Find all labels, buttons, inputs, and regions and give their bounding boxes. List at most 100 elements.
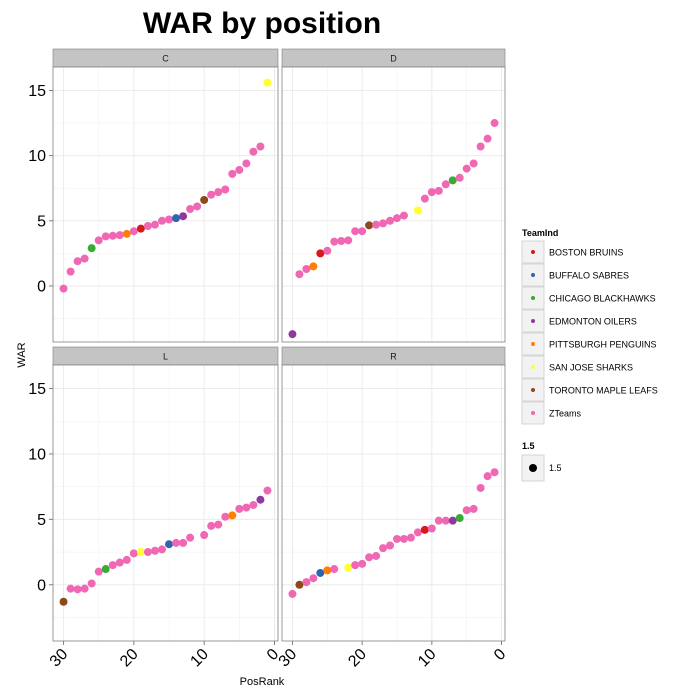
data-point	[157, 216, 166, 225]
data-point	[330, 565, 339, 574]
data-point	[323, 246, 332, 255]
data-point	[337, 236, 346, 245]
data-point	[490, 468, 499, 477]
data-point	[242, 159, 251, 168]
data-point	[441, 180, 450, 189]
data-point	[80, 584, 89, 593]
data-point	[94, 567, 103, 576]
data-points	[288, 119, 499, 339]
data-point	[235, 165, 244, 174]
data-point	[94, 236, 103, 245]
x-tick-label: 30	[47, 646, 72, 671]
data-point	[406, 533, 415, 542]
data-point	[66, 584, 75, 593]
legend-swatch	[531, 411, 535, 415]
data-point	[399, 534, 408, 543]
data-point	[59, 284, 68, 293]
data-point	[221, 185, 230, 194]
data-point	[172, 538, 181, 547]
data-point	[469, 159, 478, 168]
data-point	[365, 221, 374, 230]
legend-label: BUFFALO SABRES	[549, 271, 629, 281]
data-point	[263, 486, 272, 495]
data-point	[476, 142, 485, 151]
data-point	[309, 262, 318, 271]
y-tick-label: 10	[28, 446, 46, 463]
data-point	[87, 244, 96, 253]
facet-panel-l: L	[52, 346, 279, 642]
data-point	[101, 232, 110, 241]
data-point	[434, 516, 443, 525]
legend-swatch	[531, 365, 535, 369]
legend-swatch	[531, 273, 535, 277]
data-point	[358, 227, 367, 236]
data-point	[288, 330, 297, 339]
data-point	[235, 504, 244, 513]
legend-label: PITTSBURGH PENGUINS	[549, 340, 657, 350]
panel-border	[281, 66, 506, 343]
data-point	[483, 134, 492, 143]
x-tick-label: 30	[276, 646, 301, 671]
data-point	[413, 528, 422, 537]
legend-label: TORONTO MAPLE LEAFS	[549, 386, 658, 396]
data-point	[392, 534, 401, 543]
data-point	[476, 483, 485, 492]
data-point	[434, 186, 443, 195]
data-point	[462, 506, 471, 515]
legend-label: ZTeams	[549, 409, 582, 419]
legend-swatch	[531, 342, 535, 346]
data-point	[108, 231, 117, 240]
data-point	[441, 516, 450, 525]
panel-background	[282, 67, 505, 342]
data-point	[207, 190, 216, 199]
chart-title: WAR by position	[143, 7, 381, 40]
data-points	[288, 468, 499, 598]
panel-grid	[282, 67, 505, 342]
data-point	[420, 194, 429, 203]
data-point	[143, 548, 152, 557]
data-point	[483, 472, 492, 481]
data-point	[193, 202, 202, 211]
legend-swatch	[531, 250, 535, 254]
data-points	[59, 486, 272, 606]
data-point	[379, 544, 388, 553]
data-point	[309, 574, 318, 583]
data-point	[200, 531, 209, 540]
data-point	[214, 520, 223, 529]
data-point	[122, 229, 131, 238]
data-point	[399, 211, 408, 220]
data-point	[386, 541, 395, 550]
y-tick-label: 10	[28, 148, 46, 165]
data-point	[136, 224, 145, 233]
data-point	[427, 188, 436, 197]
data-point	[136, 548, 145, 557]
data-point	[323, 566, 332, 575]
legend-label: CHICAGO BLACKHAWKS	[549, 294, 656, 304]
x-tick-label: 10	[415, 646, 440, 671]
data-point	[469, 504, 478, 513]
data-point	[150, 220, 159, 229]
size-legend-title: 1.5	[522, 441, 535, 451]
data-point	[448, 176, 457, 185]
data-point	[263, 78, 272, 87]
x-axis-title: PosRank	[240, 676, 285, 688]
legend-label: BOSTON BRUINS	[549, 248, 623, 258]
facet-strip-label: R	[390, 352, 397, 362]
data-point	[256, 142, 265, 151]
data-point	[448, 516, 457, 525]
data-point	[344, 563, 353, 572]
legend-label: SAN JOSE SHARKS	[549, 363, 633, 373]
legend: TeamInd BOSTON BRUINS BUFFALO SABRES CHICAG…	[521, 228, 658, 482]
data-point	[101, 565, 110, 574]
legend-swatch	[531, 388, 535, 392]
data-point	[379, 219, 388, 228]
facet-strip-label: D	[390, 54, 397, 64]
data-point	[143, 222, 152, 231]
data-point	[115, 231, 124, 240]
data-point	[351, 561, 360, 570]
data-point	[59, 597, 68, 606]
data-point	[351, 227, 360, 236]
y-axis-title: WAR	[16, 342, 28, 367]
